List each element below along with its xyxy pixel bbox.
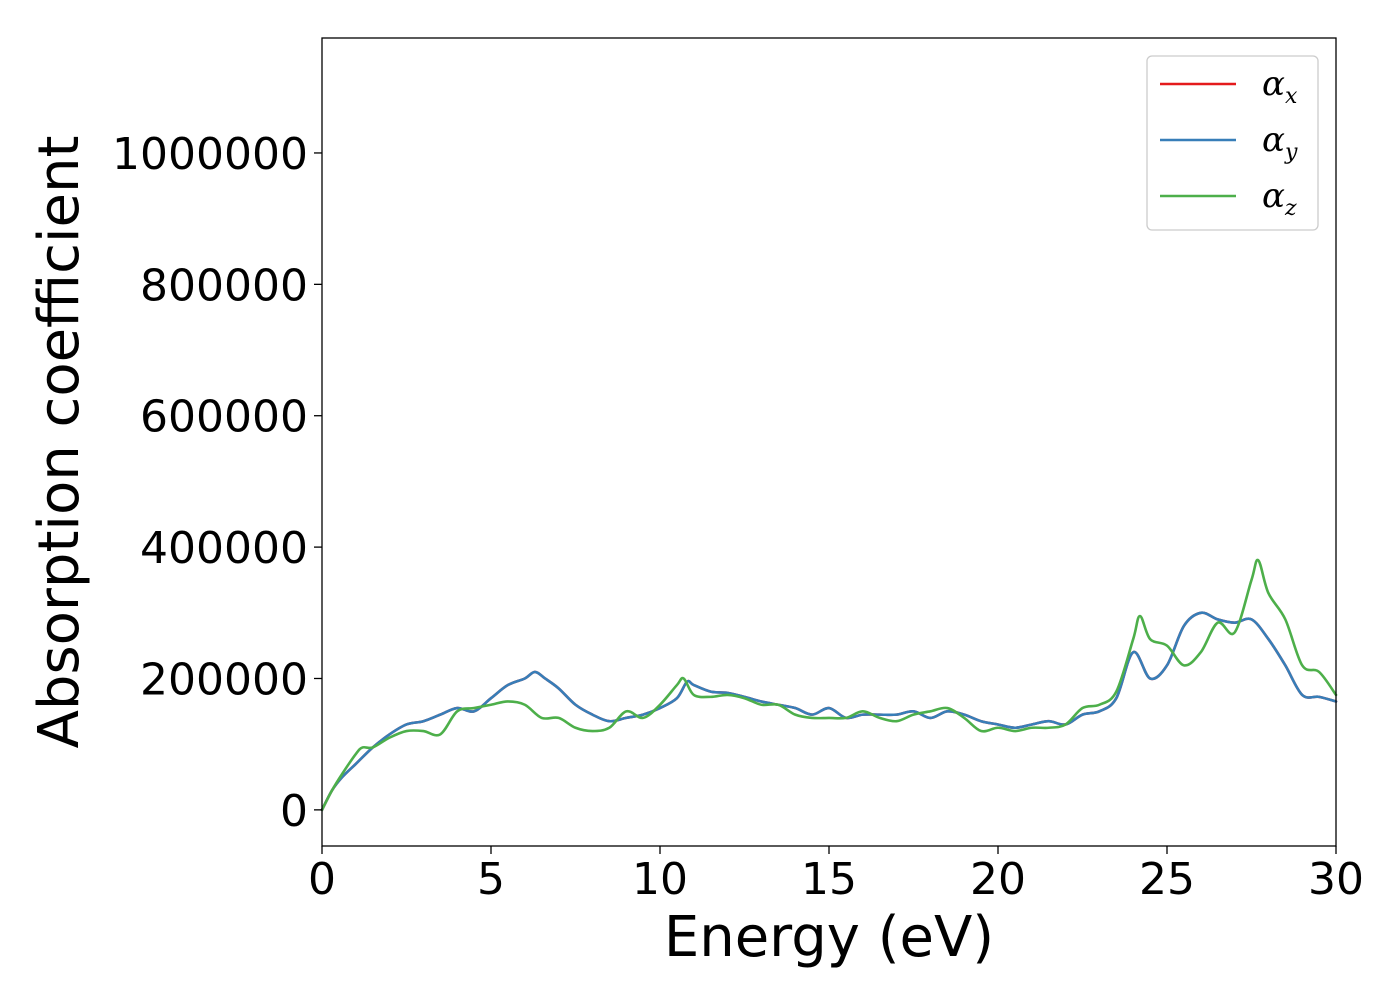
legend-label-main: α bbox=[1262, 64, 1285, 104]
legend-label-x: αx bbox=[1262, 64, 1298, 109]
x-tick-label: 0 bbox=[308, 854, 336, 905]
series-line-z bbox=[320, 558, 1338, 812]
x-tick-label: 30 bbox=[1308, 854, 1364, 905]
legend-label-y: αy bbox=[1262, 120, 1298, 165]
x-tick-label: 25 bbox=[1139, 854, 1195, 905]
legend-label-sub: x bbox=[1285, 84, 1298, 109]
x-axis-title: Energy (eV) bbox=[664, 905, 994, 970]
legend-label-main: α bbox=[1262, 120, 1285, 160]
x-tick-label: 15 bbox=[801, 854, 857, 905]
y-axis-ticks: 0 200000 400000 600000 800000 1000000 bbox=[112, 129, 322, 837]
y-tick-label: 600000 bbox=[140, 392, 308, 443]
y-tick-label: 400000 bbox=[140, 523, 308, 574]
y-axis-title: Absorption coefficient bbox=[27, 136, 92, 749]
legend-label-z: αz bbox=[1262, 176, 1297, 221]
legend-label-main: α bbox=[1262, 176, 1285, 216]
y-tick-label: 800000 bbox=[140, 260, 308, 311]
x-axis-ticks: 0 5 10 15 20 25 30 bbox=[308, 846, 1364, 905]
legend-label-sub: y bbox=[1284, 140, 1298, 165]
x-tick-label: 20 bbox=[970, 854, 1026, 905]
x-tick-label: 5 bbox=[477, 854, 505, 905]
y-tick-label: 0 bbox=[280, 786, 308, 837]
y-tick-label: 1000000 bbox=[112, 129, 308, 180]
x-tick-label: 10 bbox=[632, 854, 688, 905]
y-tick-label: 200000 bbox=[140, 654, 308, 705]
series-layer bbox=[320, 558, 1338, 812]
legend-label-sub: z bbox=[1284, 196, 1297, 221]
legend-box bbox=[1146, 55, 1319, 231]
